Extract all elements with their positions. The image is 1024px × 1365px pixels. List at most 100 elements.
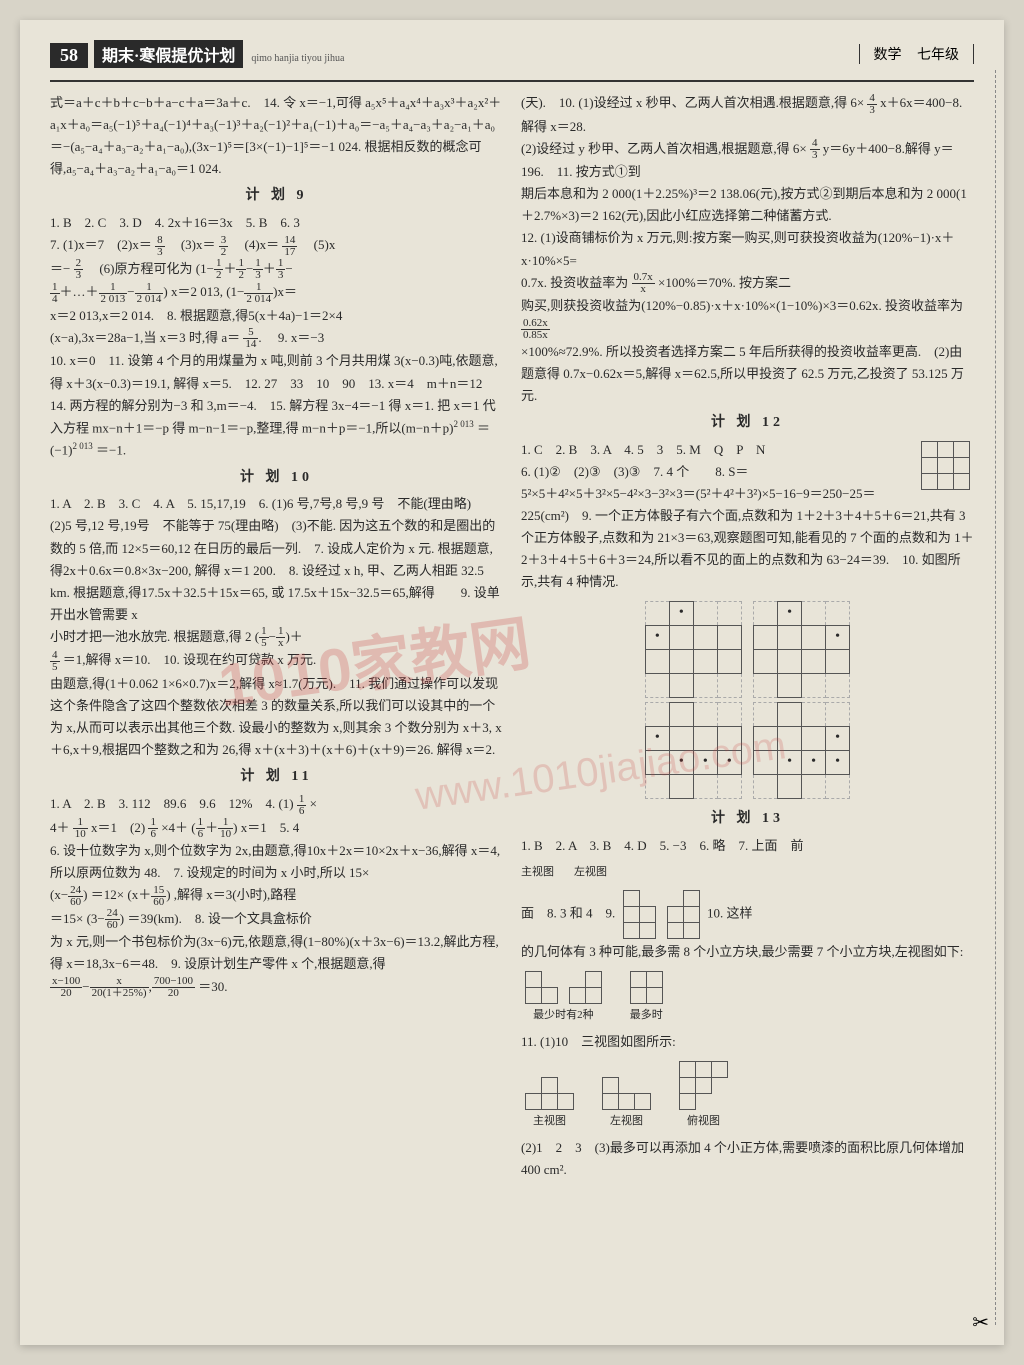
page-container: 58 期末·寒假提优计划 qimo hanjia tiyou jihua 数学 … — [20, 20, 1004, 1345]
left-column: 式＝a＋c＋b＋c−b＋a−c＋a＝3a＋c. 14. 令 x＝−1,可得 a₅… — [50, 92, 503, 1181]
top-view-text: 俯视图 — [687, 1115, 720, 1127]
plan12-small-grid — [921, 441, 970, 490]
q9-shape2 — [667, 890, 700, 939]
preamble-text: 式＝a＋c＋b＋c−b＋a−c＋a＝3a＋c. 14. 令 x＝−1,可得 a₅… — [50, 95, 501, 176]
dice-grid-1: • • — [645, 601, 742, 698]
frac-3-2: 32 — [219, 235, 229, 258]
frac-15-60: 1560 — [151, 885, 166, 908]
least-label: 最少时有2种 — [533, 1009, 594, 1021]
least-shape2 — [569, 971, 602, 1004]
frac-2-3: 23 — [74, 258, 84, 281]
left-view-text2: 左视图 — [610, 1115, 643, 1127]
plan11-q7-eq: ＝12× — [91, 887, 124, 902]
subject-label: 数学 — [868, 48, 908, 63]
plan9-q7a: 7. (1)x＝7 (2)x＝ — [50, 237, 152, 252]
frac-1-2014b: 12 014 — [244, 282, 273, 305]
page-number: 58 — [50, 43, 88, 68]
col2-p4c: ×100%＝70%. 按方案二 — [658, 275, 791, 290]
plan11-line2b: x＝1 (2) — [91, 820, 145, 835]
frac-1-3a: 13 — [253, 258, 263, 281]
frac-1-x: 1x — [276, 626, 286, 649]
plan9-title: 计 划 9 — [50, 184, 503, 208]
frac-1-2014: 12 014 — [135, 282, 164, 305]
plan11-line2d: x＝1 5. 4 — [241, 820, 300, 835]
scissors-icon: ✂ — [972, 1310, 989, 1335]
frac-1-6b: 16 — [148, 817, 158, 840]
top-view-block: 俯视图 — [675, 1059, 732, 1131]
main-view-block: 主视图 — [521, 1075, 578, 1131]
plan10-q9: 小时才把一池水放完. 根据题意,得 2 — [50, 629, 252, 644]
frac-1-6: 16 — [297, 794, 307, 817]
plan12-line1: 1. C 2. B 3. A 4. 5 3 5. M Q P N — [521, 442, 765, 457]
plan12-figures: • • • • — [521, 599, 974, 801]
plan12-title: 计 划 12 — [521, 411, 974, 435]
plan13-line5: (2)1 2 3 (3)最多可以再添加 4 个小正方体,需要喷漆的面积比原几何体… — [521, 1140, 964, 1177]
plan10-line1: 1. A 2. B 3. C 4. A 5. 15,17,19 6. (1)6 … — [50, 496, 500, 621]
plan11-line1b: × — [310, 796, 317, 811]
plan11-q7-calc: ＝15× — [50, 911, 83, 926]
top-view-shape — [679, 1061, 728, 1110]
plan13-line4: 11. (1)10 三视图如图所示: — [521, 1034, 676, 1049]
main-view-text: 主视图 — [521, 866, 554, 878]
frac-14-17: 1417 — [282, 235, 297, 258]
frac-1-5: 15 — [259, 626, 269, 649]
col2-p5b: ×100%≈72.9%. 所以投资者选择方案二 5 年后所获得的投资收益率更高.… — [521, 344, 964, 403]
plan9-answers: 1. B 2. C 3. D 4. 2x＋16＝3x 5. B 6. 3 — [50, 215, 300, 230]
plan13-line2b: 10. 这样 — [707, 906, 753, 921]
header-right: 数学 七年级 — [859, 44, 975, 64]
frac-1-3b: 13 — [276, 258, 286, 281]
plan9-q7-res: x＝2 013,x＝2 014. 8. 根据题意,得5(x＋4a)−1＝2×4 — [50, 308, 342, 323]
least-shape1 — [525, 971, 558, 1004]
plan9-q7-exp: x＝2 013, — [171, 284, 223, 299]
plan11-title: 计 划 11 — [50, 765, 503, 789]
plan11-line2c: ×4＋ — [161, 820, 188, 835]
plan11-q8: 为 x 元,则一个书包标价为(3x−6)元,依题意,得(1−80%)(x＋3x−… — [50, 934, 499, 971]
frac-1-2b: 12 — [236, 258, 246, 281]
plan9-q7-3: (3)x＝ — [168, 237, 216, 252]
most-block: 最多时 — [626, 969, 667, 1025]
col2-intro: (天). 10. (1)设经过 x 秒甲、乙两人首次相遇.根据题意,得 6× — [521, 95, 864, 110]
grade-label: 七年级 — [911, 48, 965, 63]
plan11-line2a: 4＋ — [50, 820, 70, 835]
q9-shape — [623, 890, 656, 939]
col2-p4: 12. (1)设商铺标价为 x 万元,则:按方案一购买,则可获投资收益为(120… — [521, 230, 954, 267]
left-view-label: 左视图 — [574, 863, 607, 882]
frac-5-14: 514 — [243, 327, 258, 350]
col2-p4b: 0.7x. 投资收益率为 — [521, 275, 628, 290]
main-view-shape — [525, 1077, 574, 1110]
header-left: 58 期末·寒假提优计划 qimo hanjia tiyou jihua — [50, 40, 344, 68]
dice-grid-4: • ••• — [753, 702, 850, 799]
plan11-line1: 1. A 2. B 3. 112 89.6 9.6 12% 4. (1) — [50, 796, 294, 811]
frac-q9c: 700−10020 — [152, 976, 195, 999]
plan11-q9-eq: ＝30. — [198, 979, 227, 994]
dice-grid-2: • • — [753, 601, 850, 698]
content-columns: 式＝a＋c＋b＋c−b＋a−c＋a＝3a＋c. 14. 令 x＝−1,可得 a₅… — [50, 92, 974, 1181]
series-pinyin: qimo hanjia tiyou jihua — [251, 53, 344, 64]
cut-line — [995, 70, 996, 1325]
frac-4-3b: 43 — [810, 138, 820, 161]
header-divider — [50, 80, 974, 82]
frac-4-3a: 43 — [867, 93, 877, 116]
least-most-row: 最少时有2种 最多时 — [521, 969, 974, 1025]
right-column: (天). 10. (1)设经过 x 秒甲、乙两人首次相遇.根据题意,得 6× 4… — [521, 92, 974, 1181]
exp-2013: 2 013 — [454, 419, 474, 429]
left-view-text: 左视图 — [574, 866, 607, 878]
frac-1-2a: 12 — [214, 258, 224, 281]
plan9-q7-eq: ＝− — [50, 261, 70, 276]
frac-1-6c: 16 — [196, 817, 206, 840]
plan9-q15-end2: ＝−1. — [96, 442, 126, 457]
frac-24-60b: 2460 — [105, 908, 120, 931]
frac-q9a: x−10020 — [50, 976, 82, 999]
col2-p5: 购买,则获投资收益为(120%−0.85)·x＋x·10%×(1−10%)×3＝… — [521, 298, 963, 313]
plan11-line3: 6. 设十位数字为 x,则个位数字为 2x,由题意,得10x＋2x＝10×2x＋… — [50, 843, 500, 880]
plan9-q7-5: (5)x — [301, 237, 336, 252]
plan12-line2: 6. (1)② (2)③ (3)③ 7. 4 个 8. S＝ — [521, 464, 748, 479]
frac-07x-x: 0.7xx — [632, 272, 655, 295]
dice-grid-3: • ••• — [645, 702, 742, 799]
frac-24-60a: 2460 — [68, 885, 83, 908]
frac-062x-085x: 0.62x0.85x — [521, 318, 550, 341]
plan13-line3: 的几何体有 3 种可能,最多需 8 个小立方块,最少需要 7 个小立方块,左视图… — [521, 944, 963, 959]
exp-2013b: 2 013 — [73, 441, 93, 451]
three-views-row: 主视图 左视图 俯视图 — [521, 1059, 974, 1131]
series-title: 期末·寒假提优计划 — [94, 40, 243, 68]
